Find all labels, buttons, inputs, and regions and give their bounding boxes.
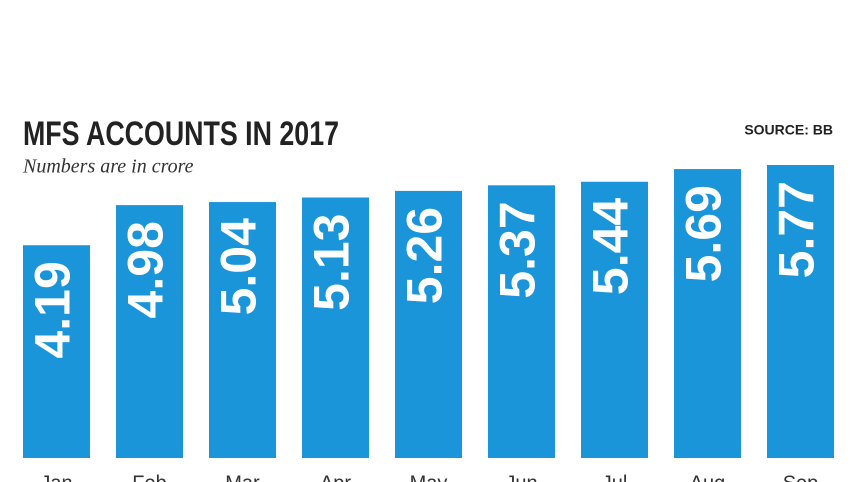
bar: [116, 205, 183, 458]
bar: [209, 202, 276, 458]
value-label: 4.19: [25, 261, 81, 358]
value-label: 5.26: [397, 207, 453, 304]
bar: [488, 185, 555, 459]
x-tick-label: May: [410, 472, 448, 482]
x-tick-label: Jul: [602, 472, 628, 482]
x-tick-label: Feb: [132, 472, 166, 482]
bar: [674, 169, 741, 459]
value-label: 4.98: [118, 221, 174, 318]
bar: [302, 197, 369, 458]
value-label: 5.04: [211, 218, 267, 316]
bar: [395, 190, 462, 458]
x-tick-label: Mar: [225, 472, 260, 482]
bar: [581, 181, 648, 458]
value-label: 5.77: [769, 181, 825, 278]
x-tick-label: Jun: [505, 472, 537, 482]
source: SOURCE: BB: [744, 122, 833, 138]
bar: [767, 165, 834, 458]
x-tick-label: Apr: [320, 472, 351, 482]
x-tick-label: Aug: [690, 472, 726, 482]
bar: [23, 245, 90, 458]
value-label: 5.44: [583, 198, 639, 296]
value-label: 5.37: [490, 201, 546, 298]
chart-title: MFS ACCOUNTS IN 2017: [23, 115, 339, 153]
chart-subtitle: Numbers are in crore: [22, 156, 194, 178]
x-tick-label: Jan: [40, 472, 72, 482]
value-label: 5.69: [676, 185, 732, 282]
value-label: 5.13: [304, 213, 360, 310]
x-tick-label: Sep: [783, 472, 819, 482]
